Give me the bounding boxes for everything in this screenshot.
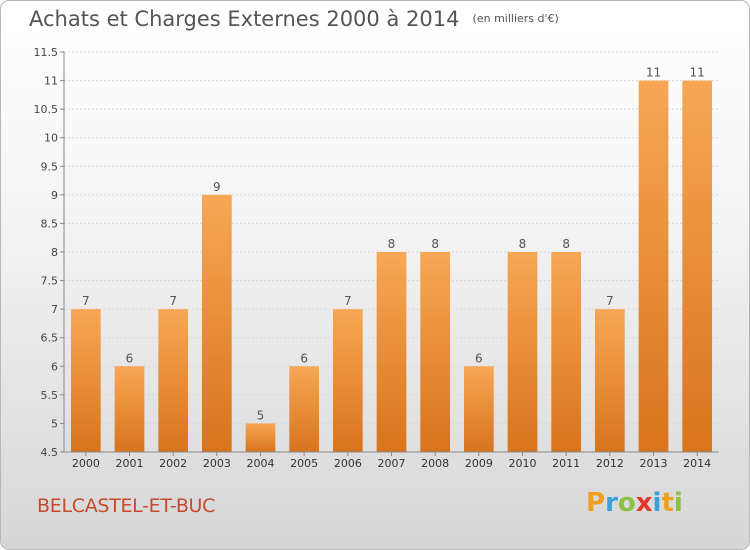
bar (114, 366, 145, 452)
x-tick-label: 2000 (72, 457, 100, 470)
bar (420, 252, 451, 452)
x-tick-label: 2014 (683, 457, 711, 470)
bar-value-label: 11 (646, 66, 661, 80)
chart-header: Achats et Charges Externes 2000 à 2014 (… (29, 7, 559, 31)
bar-value-label: 6 (475, 351, 483, 365)
x-tick-label: 2002 (159, 457, 187, 470)
bar-value-label: 8 (519, 237, 527, 251)
y-tick-label: 5 (51, 417, 58, 430)
bar (332, 309, 363, 452)
bar (682, 80, 713, 453)
chart-subtitle: (en milliers d'€) (472, 12, 559, 25)
bar-value-label: 6 (126, 351, 134, 365)
logo-letter: r (605, 488, 618, 518)
logo-letter: i (652, 488, 662, 518)
bar (70, 309, 101, 452)
bar (638, 80, 669, 453)
logo-letter: x (635, 488, 653, 518)
y-tick-label: 7 (51, 303, 58, 316)
x-tick-label: 2007 (378, 457, 406, 470)
x-tick-label: 2013 (640, 457, 668, 470)
x-tick-label: 2010 (509, 457, 537, 470)
bar-value-label: 6 (300, 351, 308, 365)
bar-value-label: 7 (82, 294, 90, 308)
axes: 4.5 5 5.5 6 6.5 7 7.5 8 8.5 9 9.5 10 10.5 11 11.5 2000 2… (34, 46, 719, 470)
y-tick-label: 7.5 (41, 275, 59, 288)
bar-value-label: 11 (690, 66, 705, 80)
y-tick-label: 4.5 (41, 446, 59, 459)
logo-letter: i (673, 488, 683, 518)
bar (594, 309, 625, 452)
bar-value-label: 8 (562, 237, 570, 251)
x-tick-label: 2011 (552, 457, 580, 470)
y-tick-label: 8.5 (41, 217, 59, 230)
logo-letter: P (586, 488, 606, 518)
bar-value-label: 7 (606, 294, 614, 308)
bar (551, 252, 582, 452)
bar-value-label: 8 (388, 237, 396, 251)
bar (158, 309, 189, 452)
y-tick-label: 10.5 (34, 103, 59, 116)
x-tick-label: 2012 (596, 457, 624, 470)
bars: 7 6 7 9 5 6 7 8 8 6 8 8 7 11 11 (70, 66, 713, 453)
bar (201, 194, 232, 452)
bar-value-label: 5 (257, 408, 265, 422)
bar-value-label: 8 (431, 237, 439, 251)
bar (289, 366, 320, 452)
chart-title: Achats et Charges Externes 2000 à 2014 (29, 7, 460, 31)
proxiti-logo[interactable]: Proxiti (586, 488, 683, 518)
bar (463, 366, 494, 452)
bar-value-label: 7 (344, 294, 352, 308)
x-tick-label: 2004 (247, 457, 275, 470)
x-tick-label: 2009 (465, 457, 493, 470)
bar (507, 252, 538, 452)
x-tick-label: 2003 (203, 457, 231, 470)
y-tick-label: 5.5 (41, 389, 59, 402)
x-tick-label: 2008 (421, 457, 449, 470)
y-tick-label: 10 (44, 132, 58, 145)
y-tick-label: 6.5 (41, 332, 59, 345)
x-tick-label: 2001 (116, 457, 144, 470)
logo-letter: t (661, 488, 674, 518)
x-tick-label: 2005 (290, 457, 318, 470)
bar-value-label: 9 (213, 180, 221, 194)
y-tick-label: 6 (51, 360, 58, 373)
y-tick-label: 8 (51, 246, 58, 259)
bar-value-label: 7 (169, 294, 177, 308)
y-tick-label: 9 (51, 189, 58, 202)
commune-name: BELCASTEL-ET-BUC (37, 495, 216, 517)
bar (376, 252, 407, 452)
x-tick-label: 2006 (334, 457, 362, 470)
bar (245, 423, 276, 452)
logo-letter: o (617, 488, 636, 518)
y-tick-label: 11.5 (34, 46, 59, 59)
y-tick-label: 9.5 (41, 160, 59, 173)
y-tick-label: 11 (44, 75, 58, 88)
